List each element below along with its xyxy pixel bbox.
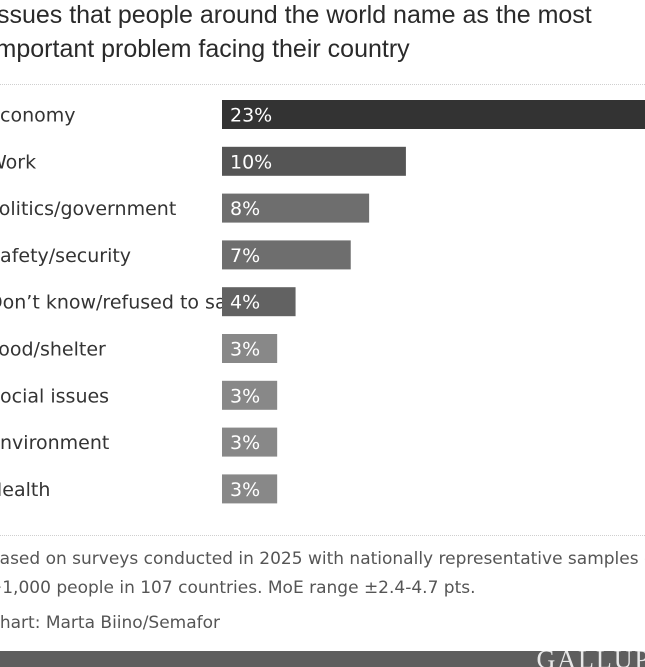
category-label: Safety/security [0,245,131,267]
category-label: Economy [0,105,76,127]
footnote-line-2: ~1,000 people in 107 countries. MoE rang… [0,578,476,598]
bar [222,240,351,270]
top-divider [0,84,645,85]
bar-value-label: 3% [230,479,260,501]
chart-title: Issues that people around the world name… [0,0,645,66]
footnote: Based on surveys conducted in 2025 with … [0,545,645,603]
bar-value-label: 10% [230,151,272,173]
footnote-line-1: Based on surveys conducted in 2025 with … [0,549,645,569]
bar-chart: Economy 23% Work 10% Politics/government 8% Sa… [0,100,645,504]
bar [222,380,278,410]
category-label: Food/shelter [0,339,106,361]
bar-value-label: 3% [230,339,260,361]
bar [222,146,406,176]
title-line-2: important problem facing their country [0,35,410,63]
brand-logo-text: GALLUP [536,651,645,667]
bar [222,100,645,129]
bar [222,193,370,223]
bar-value-label: 7% [230,245,260,267]
chart-credit: Chart: Marta Biino/Semafor [0,613,221,633]
bar [222,334,278,363]
bar-value-label: 3% [230,385,260,407]
category-label: Don’t know/refused to say [0,292,238,314]
category-label: Work [0,151,36,173]
category-label: Health [0,479,50,501]
bar-value-label: 23% [230,105,272,127]
title-line-1: Issues that people around the world name… [0,1,592,29]
category-label: Environment [0,432,109,454]
category-label: Social issues [0,385,109,407]
bar [222,427,278,457]
bar [222,287,296,317]
bar-value-label: 4% [230,292,260,314]
bar-value-label: 8% [230,198,260,220]
category-label: Politics/government [0,198,176,220]
bar [222,474,278,504]
bottom-divider [0,535,645,536]
bar-value-label: 3% [230,432,260,454]
brand-bar: GALLUP [0,651,645,667]
